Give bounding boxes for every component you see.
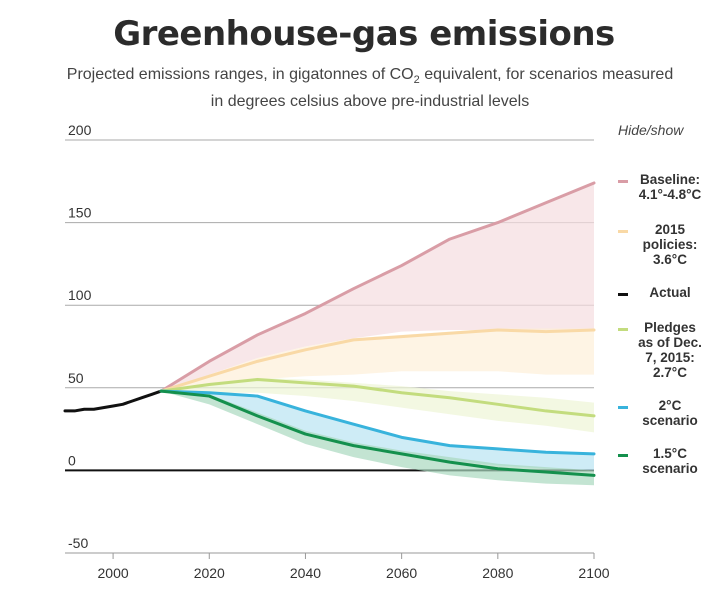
series-line-2015-policies-3-6-c: [159, 328, 596, 393]
x-tick-label: 2020: [194, 565, 225, 581]
legend-item[interactable]: Pledges as of Dec. 7, 2015: 2.7°C: [612, 320, 722, 384]
series-line-pledges-as-of-dec-7-2015-2-7-c: [159, 378, 596, 418]
y-tick-label: 200: [68, 122, 92, 138]
legend-label: 1.5°C: [653, 446, 687, 461]
legend-swatch: [618, 454, 628, 457]
y-tick-label: 0: [68, 452, 76, 468]
legend-label: Actual: [649, 285, 691, 300]
legend-label: 7, 2015:: [645, 350, 695, 365]
legend-item[interactable]: 2°C scenario: [612, 398, 722, 432]
legend-label: Baseline:: [639, 172, 701, 187]
legend-swatch: [618, 406, 628, 409]
legend-swatch: [618, 328, 628, 331]
legend-swatch: [618, 180, 628, 183]
legend-label: 2015: [654, 222, 686, 237]
series-line-1-5-c-scenario: [159, 389, 596, 477]
x-tick-label: 2060: [386, 565, 417, 581]
y-tick-label: 150: [68, 205, 92, 221]
legend-swatch: [618, 230, 628, 233]
legend-label: as of Dec.: [638, 335, 702, 350]
x-tick-label: 2080: [482, 565, 513, 581]
legend-item[interactable]: 1.5°C scenario: [612, 446, 722, 480]
subtitle-text-start: Projected emissions ranges, in gigatonne…: [66, 66, 414, 83]
legend-label: 3.6°C: [653, 252, 687, 267]
y-tick-label: -50: [68, 535, 88, 551]
legend-item[interactable]: 2015 policies: 3.6°C: [612, 222, 722, 271]
series-line-2-c-scenario: [159, 389, 596, 456]
series-line-actual: [63, 389, 163, 413]
series-line-baseline-4-1-4-8-c: [159, 181, 596, 393]
x-tick-label: 2040: [290, 565, 321, 581]
legend-label: scenario: [642, 461, 698, 476]
y-tick-label: 50: [68, 370, 84, 386]
band-pledges-as-of-dec-7-2015-2-7-c: [161, 377, 594, 433]
band-1-5-c-scenario: [161, 391, 594, 486]
legend-label: scenario: [642, 413, 698, 428]
legend-label: 2°C: [658, 398, 682, 413]
hide-show-toggle[interactable]: Hide/show: [618, 122, 684, 138]
legend-item[interactable]: Baseline: 4.1°-4.8°C: [612, 172, 722, 206]
chart-title: Greenhouse-gas emissions: [113, 14, 615, 54]
legend-label: Pledges: [644, 320, 696, 335]
legend-label: 4.1°-4.8°C: [638, 187, 702, 202]
y-tick-label: 100: [68, 287, 92, 303]
subtitle-subscript: 2: [413, 74, 420, 87]
legend-item[interactable]: Actual: [612, 285, 722, 304]
chart-subtitle: Projected emissions ranges, in gigatonne…: [60, 64, 680, 113]
subtitle-text-end: equivalent, for scenarios measured in de…: [210, 66, 674, 111]
band-baseline-4-1-4-8-c: [161, 182, 594, 392]
band-2015-policies-3-6-c: [161, 328, 594, 392]
legend-label: 2.7°C: [653, 365, 687, 380]
legend-label: policies:: [642, 237, 698, 252]
x-tick-label: 2000: [98, 565, 129, 581]
legend-swatch: [618, 293, 628, 296]
x-tick-label: 2100: [578, 565, 609, 581]
